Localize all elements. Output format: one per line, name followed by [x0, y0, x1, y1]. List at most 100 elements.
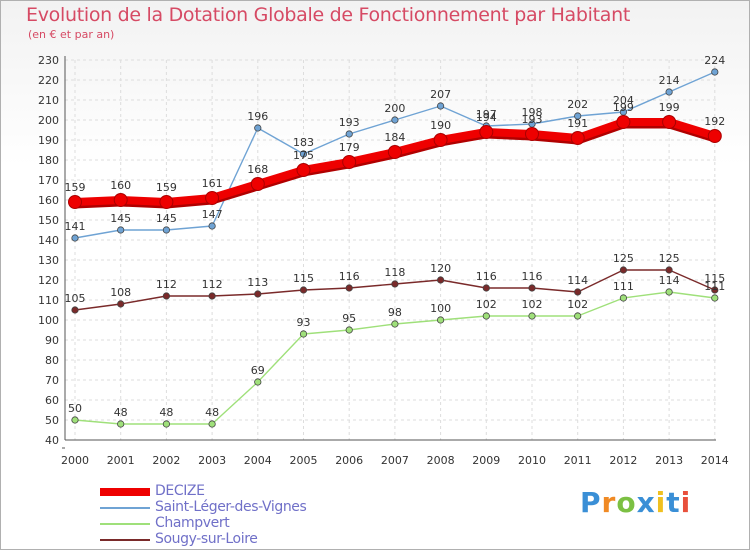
- x-tick-label: 2005: [290, 454, 318, 467]
- data-label-decize: 184: [384, 131, 405, 144]
- logo-letter: x: [636, 486, 656, 519]
- y-tick-label: 170: [38, 174, 59, 187]
- data-point-sougy-sur-loire: [482, 284, 490, 292]
- data-label-decize: 190: [430, 119, 451, 132]
- data-point-champvert: [208, 420, 216, 428]
- x-tick-label: 2008: [427, 454, 455, 467]
- data-label-decize: 160: [110, 179, 131, 192]
- y-tick-label: 70: [45, 374, 59, 387]
- data-label-decize: 168: [247, 163, 268, 176]
- y-tick-label: 140: [38, 234, 59, 247]
- y-tick-label: 80: [45, 354, 59, 367]
- data-point-sougy-sur-loire: [665, 266, 673, 274]
- data-label-champvert: 48: [159, 406, 173, 419]
- data-label-sougy-sur-loire: 116: [476, 270, 497, 283]
- data-label-decize: 192: [704, 115, 725, 128]
- data-point-champvert: [711, 294, 719, 302]
- y-tick-label: 40: [45, 434, 59, 447]
- y-tick-label: 110: [38, 294, 59, 307]
- data-point-sougy-sur-loire: [117, 300, 125, 308]
- data-label-sougy-sur-loire: 113: [247, 276, 268, 289]
- logo-letter: i: [680, 486, 692, 519]
- data-point-saint-leger-des-vignes: [665, 88, 673, 96]
- legend-swatch-saint-leger: [100, 507, 150, 509]
- y-tick-label: 120: [38, 274, 59, 287]
- data-label-sougy-sur-loire: 105: [65, 292, 86, 305]
- data-point-saint-leger-des-vignes: [254, 124, 262, 132]
- data-point-decize: [616, 115, 631, 129]
- data-label-saint-leger-des-vignes: 183: [293, 136, 314, 149]
- legend-swatch-decize: [100, 488, 150, 496]
- data-label-sougy-sur-loire: 114: [567, 274, 588, 287]
- data-label-champvert: 111: [704, 280, 725, 293]
- data-point-decize: [525, 127, 539, 141]
- x-tick-label: 2009: [472, 454, 500, 467]
- data-label-champvert: 100: [430, 302, 451, 315]
- data-label-sougy-sur-loire: 116: [339, 270, 360, 283]
- data-point-saint-leger-des-vignes: [391, 116, 399, 124]
- data-label-decize: 159: [65, 181, 86, 194]
- x-tick-label: 2013: [655, 454, 683, 467]
- data-point-sougy-sur-loire: [299, 286, 308, 294]
- y-tick-label: 50: [45, 414, 59, 427]
- data-label-champvert: 98: [388, 306, 402, 319]
- data-point-champvert: [482, 312, 490, 320]
- data-labels: 141 145 145 147 196 183 193 200 207 197 198 202 204 2…: [65, 54, 726, 419]
- data-label-saint-leger-des-vignes: 207: [430, 88, 451, 101]
- data-point-saint-leger-des-vignes: [117, 226, 125, 234]
- y-tick-label: 230: [38, 54, 59, 67]
- chart-title: Evolution de la Dotation Globale de Fonc…: [26, 4, 631, 26]
- legend-swatch-sougy: [100, 539, 150, 541]
- y-tick-label: 60: [45, 394, 59, 407]
- y-tick-label: 190: [38, 134, 59, 147]
- data-point-sougy-sur-loire: [71, 306, 79, 314]
- y-tick-label: 150: [38, 214, 59, 227]
- data-label-decize: 159: [156, 181, 177, 194]
- y-tick-label: 180: [38, 154, 59, 167]
- logo-letter: P: [580, 486, 602, 519]
- data-label-decize: 194: [476, 111, 497, 124]
- data-point-saint-leger-des-vignes: [574, 112, 582, 120]
- x-tick-label: 2001: [107, 454, 135, 467]
- y-tick-label: 210: [38, 94, 59, 107]
- series-group: [68, 68, 722, 428]
- data-label-sougy-sur-loire: 115: [293, 272, 314, 285]
- data-point-champvert: [254, 378, 262, 386]
- legend-label-decize: DECIZE: [155, 483, 205, 499]
- data-label-saint-leger-des-vignes: 141: [65, 220, 86, 233]
- data-point-decize: [68, 195, 82, 209]
- y-tick-label: 90: [45, 334, 59, 347]
- data-label-decize: 199: [613, 101, 634, 114]
- logo-letter: r: [601, 486, 617, 519]
- data-label-decize: 199: [659, 101, 680, 114]
- x-tick-label: 2002: [152, 454, 180, 467]
- data-label-sougy-sur-loire: 125: [659, 252, 680, 265]
- x-tick-label: 2012: [609, 454, 637, 467]
- proxiti-logo: Proxiti: [580, 486, 691, 519]
- data-point-decize: [662, 115, 677, 129]
- data-point-sougy-sur-loire: [345, 284, 353, 292]
- data-label-saint-leger-des-vignes: 145: [110, 212, 131, 225]
- data-label-decize: 175: [293, 149, 314, 162]
- x-tick-label: 2004: [244, 454, 272, 467]
- data-label-saint-leger-des-vignes: 202: [567, 98, 588, 111]
- data-point-decize: [250, 177, 265, 191]
- logo-letter: t: [666, 486, 681, 519]
- data-label-sougy-sur-loire: 112: [202, 278, 223, 291]
- data-point-sougy-sur-loire: [254, 290, 262, 298]
- x-tick-label: 2007: [381, 454, 409, 467]
- data-point-champvert: [665, 288, 673, 296]
- data-label-champvert: 69: [251, 364, 265, 377]
- data-point-sougy-sur-loire: [619, 266, 628, 274]
- x-tick-label: 2010: [518, 454, 546, 467]
- data-point-saint-leger-des-vignes: [162, 226, 170, 234]
- data-point-champvert: [162, 420, 170, 428]
- data-point-champvert: [117, 420, 125, 428]
- data-label-decize: 193: [522, 113, 543, 126]
- data-label-champvert: 50: [68, 402, 82, 415]
- data-point-champvert: [619, 294, 628, 302]
- data-point-sougy-sur-loire: [574, 288, 582, 296]
- grid: [65, 59, 716, 441]
- y-tick-label: 130: [38, 254, 59, 267]
